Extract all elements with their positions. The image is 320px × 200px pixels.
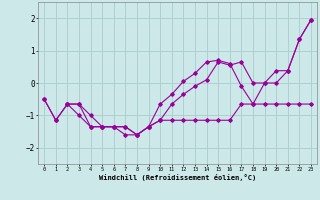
X-axis label: Windchill (Refroidissement éolien,°C): Windchill (Refroidissement éolien,°C)	[99, 174, 256, 181]
